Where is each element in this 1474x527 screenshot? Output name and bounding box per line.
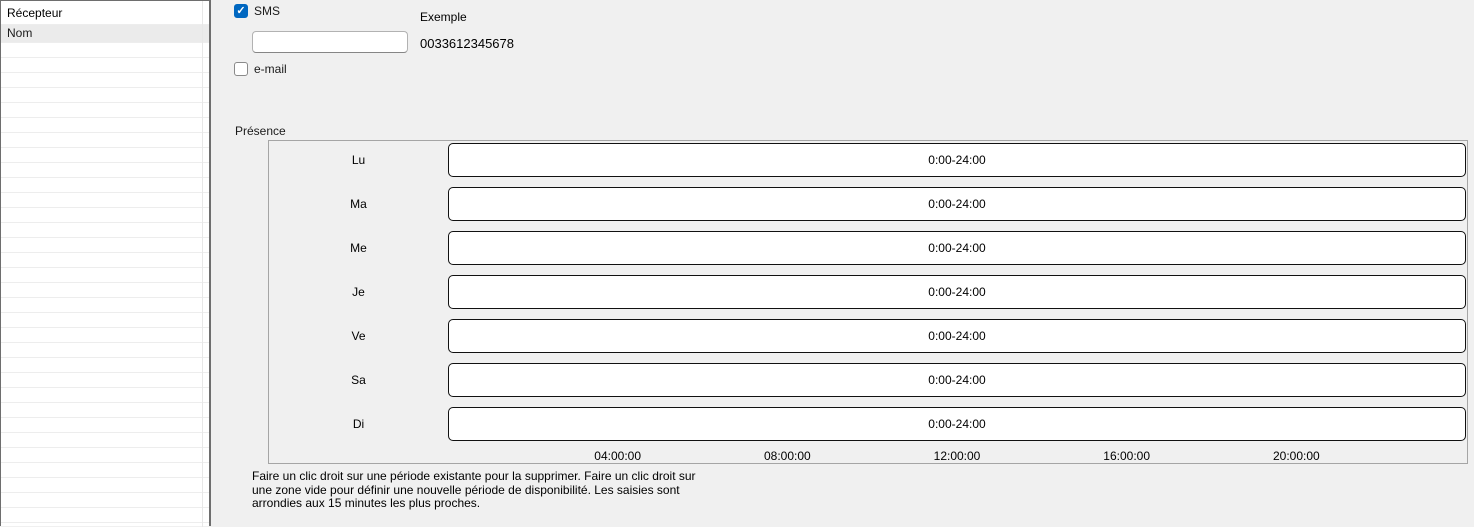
- receiver-empty-row[interactable]: [1, 43, 209, 58]
- presence-period-label: 0:00-24:00: [928, 373, 986, 387]
- presence-period-label: 0:00-24:00: [928, 153, 986, 167]
- presence-bar-lu[interactable]: 0:00-24:00: [448, 143, 1466, 177]
- receiver-empty-row[interactable]: [1, 493, 209, 508]
- email-checkbox[interactable]: [234, 62, 248, 76]
- receiver-empty-row[interactable]: [1, 328, 209, 343]
- day-label-me: Me: [350, 241, 367, 255]
- time-axis-tick: 16:00:00: [1103, 449, 1151, 463]
- receiver-empty-row[interactable]: [1, 148, 209, 163]
- day-label-di: Di: [352, 417, 365, 431]
- receiver-empty-row[interactable]: [1, 433, 209, 448]
- receiver-empty-rows: [1, 43, 209, 523]
- receiver-empty-row[interactable]: [1, 373, 209, 388]
- receiver-empty-row[interactable]: [1, 313, 209, 328]
- sms-checkbox[interactable]: ✓: [234, 4, 248, 18]
- receiver-empty-row[interactable]: [1, 253, 209, 268]
- receiver-empty-row[interactable]: [1, 298, 209, 313]
- list-column-divider: [202, 1, 203, 527]
- presence-period-label: 0:00-24:00: [928, 417, 986, 431]
- presence-period-label: 0:00-24:00: [928, 241, 986, 255]
- receiver-empty-row[interactable]: [1, 448, 209, 463]
- presence-period-label: 0:00-24:00: [928, 197, 986, 211]
- receiver-empty-row[interactable]: [1, 283, 209, 298]
- receiver-list-header[interactable]: Récepteur: [1, 1, 209, 25]
- presence-help-text: Faire un clic droit sur une période exis…: [252, 469, 696, 510]
- receiver-empty-row[interactable]: [1, 343, 209, 358]
- day-label-lu: Lu: [351, 153, 366, 167]
- phone-number-input[interactable]: [252, 31, 408, 53]
- email-checkbox-label: e-mail: [254, 62, 287, 76]
- day-label-je: Je: [352, 285, 365, 299]
- receiver-detail-panel: ✓ SMS Exemple 0033612345678 e-mail Prése…: [211, 0, 1474, 526]
- receiver-empty-row[interactable]: [1, 268, 209, 283]
- checkmark-icon: ✓: [236, 4, 246, 17]
- receiver-empty-row[interactable]: [1, 193, 209, 208]
- receiver-empty-row[interactable]: [1, 238, 209, 253]
- presence-period-label: 0:00-24:00: [928, 329, 986, 343]
- sms-checkbox-label: SMS: [254, 4, 281, 18]
- receiver-empty-row[interactable]: [1, 358, 209, 373]
- time-axis-tick: 20:00:00: [1272, 449, 1320, 463]
- receiver-empty-row[interactable]: [1, 388, 209, 403]
- sms-checkbox-row[interactable]: ✓ SMS: [234, 4, 280, 18]
- presence-schedule: Lu 0:00-24:00 Ma 0:00-24:00 Me 0:00-24:00 Je 0:…: [268, 140, 1468, 464]
- receiver-list-panel: Récepteur Nom: [0, 0, 209, 527]
- time-axis-tick: 04:00:00: [594, 449, 642, 463]
- day-label-sa: Sa: [351, 373, 366, 387]
- receiver-empty-row[interactable]: [1, 223, 209, 238]
- receiver-empty-row[interactable]: [1, 478, 209, 493]
- receiver-empty-row[interactable]: [1, 163, 209, 178]
- receiver-empty-row[interactable]: [1, 463, 209, 478]
- receiver-empty-row[interactable]: [1, 103, 209, 118]
- time-axis-tick: 08:00:00: [763, 449, 811, 463]
- receiver-empty-row[interactable]: [1, 418, 209, 433]
- receiver-empty-row[interactable]: [1, 508, 209, 523]
- presence-bar-ve[interactable]: 0:00-24:00: [448, 319, 1466, 353]
- day-label-ve: Ve: [351, 329, 366, 343]
- day-label-ma: Ma: [350, 197, 367, 211]
- panel-divider: [209, 0, 211, 526]
- receiver-empty-row[interactable]: [1, 118, 209, 133]
- presence-bar-ma[interactable]: 0:00-24:00: [448, 187, 1466, 221]
- presence-bar-sa[interactable]: 0:00-24:00: [448, 363, 1466, 397]
- presence-bar-je[interactable]: 0:00-24:00: [448, 275, 1466, 309]
- presence-period-label: 0:00-24:00: [928, 285, 986, 299]
- receiver-row-nom[interactable]: Nom: [1, 25, 209, 43]
- example-label: Exemple: [420, 10, 467, 24]
- receiver-row-label: Nom: [7, 26, 33, 40]
- time-axis-tick: 12:00:00: [933, 449, 981, 463]
- presence-bar-di[interactable]: 0:00-24:00: [448, 407, 1466, 441]
- receiver-empty-row[interactable]: [1, 178, 209, 193]
- receiver-empty-row[interactable]: [1, 88, 209, 103]
- receiver-empty-row[interactable]: [1, 403, 209, 418]
- example-phone-value: 0033612345678: [420, 36, 514, 51]
- receiver-empty-row[interactable]: [1, 73, 209, 88]
- presence-bar-me[interactable]: 0:00-24:00: [448, 231, 1466, 265]
- receiver-empty-row[interactable]: [1, 58, 209, 73]
- presence-group-title: Présence: [235, 124, 290, 138]
- receiver-empty-row[interactable]: [1, 208, 209, 223]
- email-checkbox-row[interactable]: e-mail: [234, 62, 287, 76]
- receiver-empty-row[interactable]: [1, 133, 209, 148]
